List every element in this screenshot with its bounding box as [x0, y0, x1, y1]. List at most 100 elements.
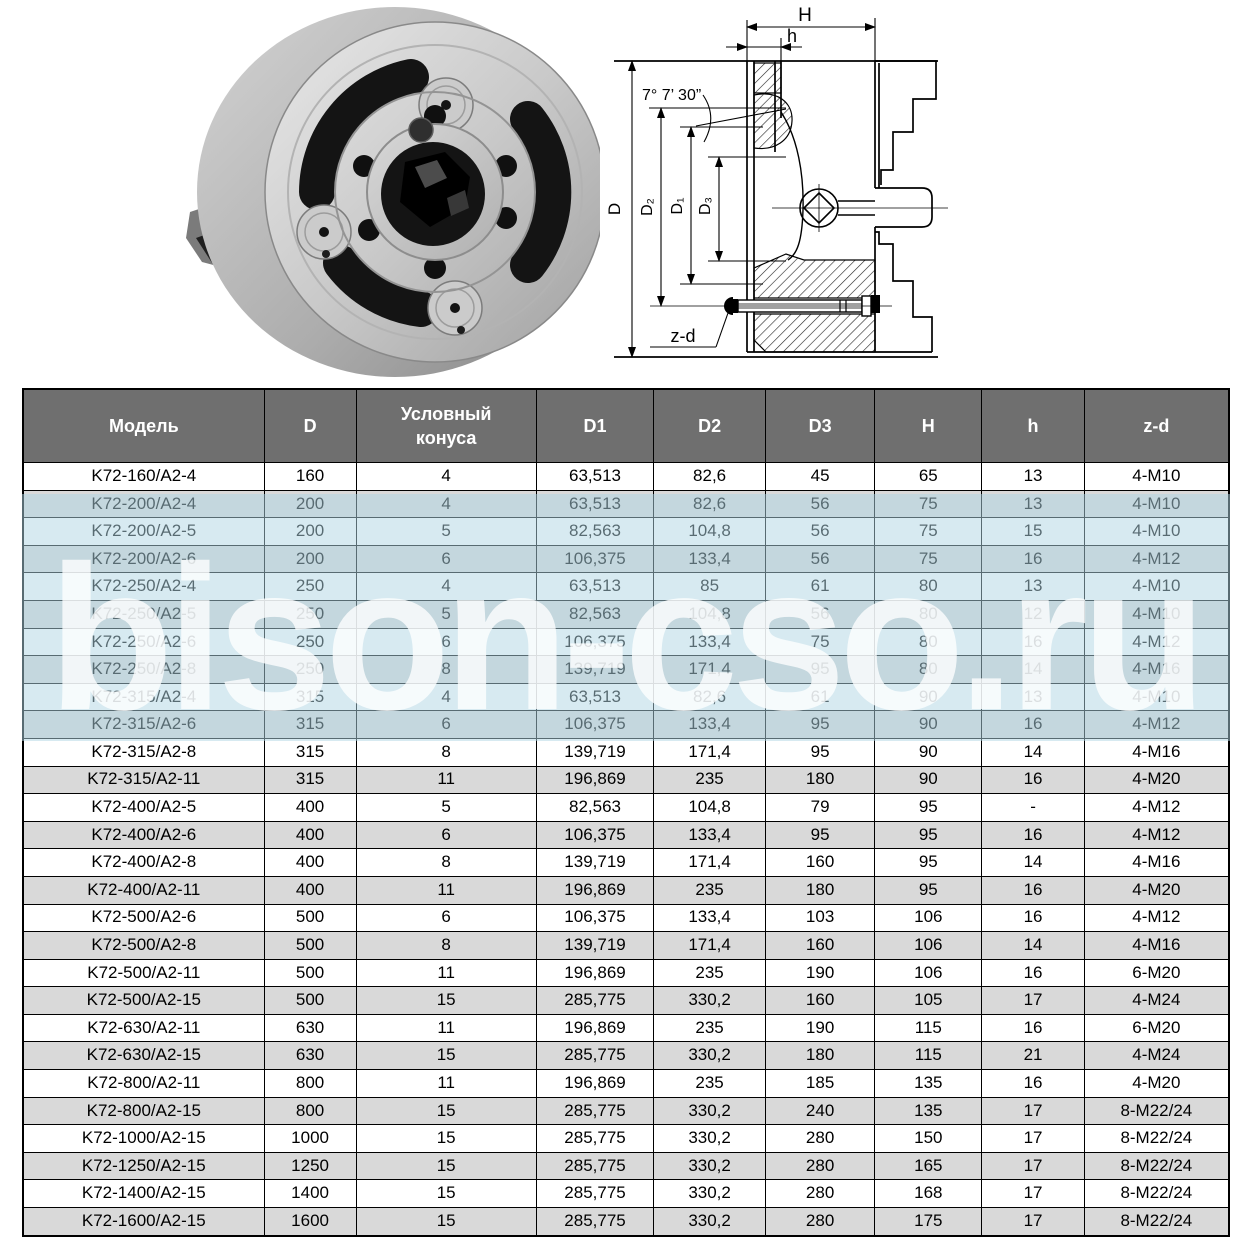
table-cell: 160	[764, 931, 876, 960]
table-cell: 4-M12	[1083, 793, 1230, 822]
table-cell: 15	[355, 1124, 537, 1153]
table-cell: 90	[874, 710, 983, 739]
table-cell: 285,775	[535, 1041, 655, 1071]
table-cell: 400	[263, 793, 357, 822]
table-cell: 800	[263, 1096, 357, 1126]
table-cell: 15	[355, 1096, 537, 1126]
table-cell: 61	[764, 682, 876, 712]
table-row: K72-250/A2-6 250 6 106,375 133,4 75 80 16 4-M12	[22, 627, 1230, 657]
table-cell: 11	[355, 1069, 537, 1098]
table-cell: 196,869	[535, 1069, 655, 1098]
table-cell: 5	[355, 793, 537, 822]
table-cell: 5	[355, 517, 537, 546]
dimension-lines	[628, 18, 876, 358]
table-cell: 4-M16	[1083, 655, 1230, 684]
column-header: Модель	[22, 388, 265, 463]
column-header: D1	[535, 388, 655, 463]
table-cell: 4	[355, 489, 537, 519]
table-cell: 103	[764, 903, 876, 933]
table-cell: 17	[981, 986, 1085, 1015]
table-cell: 106,375	[535, 710, 655, 739]
table-cell: K72-315/A2-6	[22, 710, 265, 739]
table-cell: 330,2	[653, 1124, 766, 1153]
table-row: K72-250/A2-4 250 4 63,513 85 61 80 13 4-M10	[22, 572, 1230, 601]
table-cell: 11	[355, 958, 537, 988]
table-cell: 106,375	[535, 544, 655, 574]
dim-label-zd: z-d	[670, 326, 695, 346]
table-cell: 16	[981, 544, 1085, 574]
table-row: K72-630/A2-15 630 15 285,775 330,2 180 115 21 4-…	[22, 1041, 1230, 1071]
table-cell: 82,563	[535, 517, 655, 546]
table-cell: 16	[981, 820, 1085, 850]
table-cell: 95	[874, 875, 983, 905]
table-cell: K72-250/A2-8	[22, 655, 265, 684]
table-cell: 104,8	[653, 793, 766, 822]
table-cell: 82,563	[535, 599, 655, 629]
table-cell: 8-M22/24	[1083, 1207, 1230, 1237]
table-cell: 330,2	[653, 1041, 766, 1071]
table-cell: 630	[263, 1013, 357, 1043]
table-cell: 15	[355, 1207, 537, 1237]
table-cell: 4-M12	[1083, 903, 1230, 933]
table-cell: 106	[874, 903, 983, 933]
table-row: K72-1400/A2-15 1400 15 285,775 330,2 280 168 17…	[22, 1179, 1230, 1209]
table-cell: 315	[263, 765, 357, 795]
table-cell: 115	[874, 1041, 983, 1071]
table-cell: 105	[874, 986, 983, 1015]
table-cell: 95	[764, 737, 876, 767]
table-cell: 171,4	[653, 931, 766, 960]
table-cell: 85	[653, 572, 766, 601]
table-cell: 95	[764, 655, 876, 684]
table-cell: 280	[764, 1207, 876, 1237]
table-cell: K72-500/A2-6	[22, 903, 265, 933]
table-row: K72-200/A2-6 200 6 106,375 133,4 56 75 16 4-M12	[22, 544, 1230, 574]
table-cell: 95	[764, 710, 876, 739]
section-hatching	[753, 62, 876, 353]
table-cell: K72-630/A2-15	[22, 1041, 265, 1071]
table-cell: 171,4	[653, 655, 766, 684]
table-cell: 196,869	[535, 1013, 655, 1043]
table-cell: K72-315/A2-4	[22, 682, 265, 712]
column-header: D2	[653, 388, 766, 463]
table-cell: 15	[355, 1041, 537, 1071]
table-cell: 4-M10	[1083, 572, 1230, 601]
table-cell: K72-630/A2-11	[22, 1013, 265, 1043]
table-cell: 8-M22/24	[1083, 1151, 1230, 1181]
table-cell: 133,4	[653, 903, 766, 933]
table-cell: 5	[355, 599, 537, 629]
table-cell: 80	[874, 572, 983, 601]
table-cell: 6	[355, 627, 537, 657]
table-cell: 65	[874, 462, 983, 491]
table-cell: 133,4	[653, 544, 766, 574]
table-cell: 190	[764, 1013, 876, 1043]
table-cell: 82,6	[653, 462, 766, 491]
table-cell: 196,869	[535, 958, 655, 988]
table-cell: 235	[653, 1013, 766, 1043]
table-cell: 250	[263, 572, 357, 601]
spec-table-body: K72-160/A2-4 160 4 63,513 82,6 45 65 13 4-M10 K72…	[22, 462, 1230, 1237]
table-cell: 13	[981, 682, 1085, 712]
table-cell: 285,775	[535, 1179, 655, 1209]
table-cell: 4-M16	[1083, 931, 1230, 960]
table-row: K72-800/A2-15 800 15 285,775 330,2 240 135 17 8-…	[22, 1096, 1230, 1126]
table-cell: 16	[981, 710, 1085, 739]
table-cell: K72-400/A2-6	[22, 820, 265, 850]
table-cell: 330,2	[653, 1179, 766, 1209]
table-row: K72-1000/A2-15 1000 15 285,775 330,2 280 150 17…	[22, 1124, 1230, 1153]
table-row: K72-315/A2-6 315 6 106,375 133,4 95 90 16 4-M12	[22, 710, 1230, 739]
table-cell: 61	[764, 572, 876, 601]
table-cell: 6-M20	[1083, 958, 1230, 988]
table-cell: 196,869	[535, 765, 655, 795]
table-cell: 500	[263, 958, 357, 988]
table-cell: 285,775	[535, 986, 655, 1015]
table-cell: 16	[981, 765, 1085, 795]
table-cell: 6	[355, 903, 537, 933]
table-row: K72-630/A2-11 630 11 196,869 235 190 115 16 6-M2…	[22, 1013, 1230, 1043]
table-cell: 175	[874, 1207, 983, 1237]
table-cell: 330,2	[653, 1096, 766, 1126]
table-cell: 13	[981, 489, 1085, 519]
table-cell: 185	[764, 1069, 876, 1098]
